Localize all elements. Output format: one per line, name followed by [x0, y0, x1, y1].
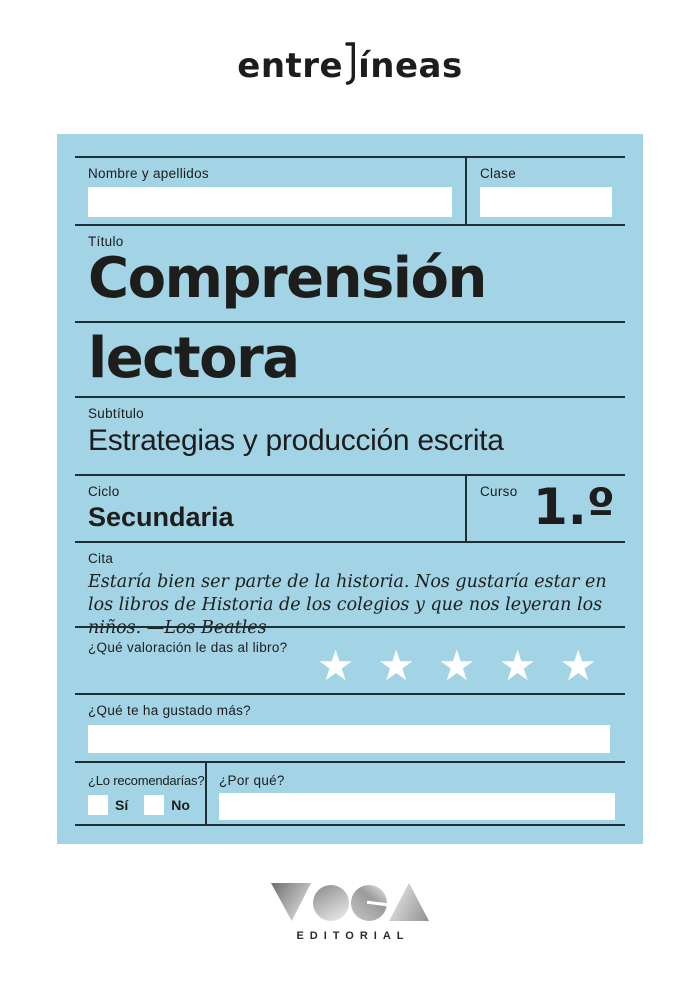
- voca-letter-c-icon: [351, 885, 387, 921]
- section-subtitle: Subtítulo Estrategias y producción escri…: [75, 396, 625, 474]
- voca-logo: [0, 881, 700, 921]
- recommend-field-group: ¿Lo recomendarías? Sí No: [75, 763, 205, 824]
- publisher-logo-text-pre: entre: [237, 46, 344, 86]
- course-value: 1.º: [533, 478, 615, 536]
- subtitle-label: Subtítulo: [88, 406, 144, 421]
- voca-letter-o-icon: [313, 885, 349, 921]
- cover-card: Nombre y apellidos Clase Título Comprens…: [57, 134, 643, 844]
- course-label: Curso: [480, 484, 518, 499]
- star-icon-2[interactable]: ★: [377, 640, 416, 690]
- voca-letter-a-icon: [389, 883, 429, 921]
- section-liked: ¿Qué te ha gustado más?: [75, 693, 625, 761]
- class-input[interactable]: [480, 187, 612, 217]
- star-icon-3[interactable]: ★: [438, 640, 476, 690]
- cycle-field-group: Ciclo Secundaria: [75, 476, 465, 541]
- cover-card-inner: Nombre y apellidos Clase Título Comprens…: [75, 134, 625, 826]
- book-title-line2: lectora: [88, 326, 300, 391]
- star-rating: ★ ★ ★ ★ ★: [317, 638, 597, 693]
- name-field-group: Nombre y apellidos: [75, 158, 465, 224]
- liked-input[interactable]: [88, 725, 610, 753]
- recommend-options: Sí No: [88, 795, 205, 815]
- rating-label: ¿Qué valoración le das al libro?: [88, 640, 288, 655]
- editorial-label: EDITORIAL: [296, 930, 410, 942]
- stylized-l-icon: [345, 42, 356, 85]
- class-field-group: Clase: [465, 158, 625, 224]
- liked-label: ¿Qué te ha gustado más?: [88, 703, 251, 718]
- quote-attribution: —Los Beatles: [141, 618, 267, 639]
- star-icon-1[interactable]: ★: [316, 640, 355, 690]
- section-quote: Cita Estaría bien ser parte de la histor…: [75, 541, 625, 638]
- cycle-label: Ciclo: [88, 484, 120, 499]
- title-label: Título: [88, 234, 124, 249]
- name-label: Nombre y apellidos: [88, 166, 209, 181]
- why-input[interactable]: [219, 793, 615, 820]
- star-icon-5[interactable]: ★: [559, 640, 597, 690]
- recommend-no-checkbox[interactable]: [144, 795, 165, 815]
- section-rating: ¿Qué valoración le das al libro? ★ ★ ★ ★…: [75, 626, 625, 693]
- cycle-value: Secundaria: [88, 502, 234, 532]
- recommend-no-label: No: [171, 797, 190, 813]
- star-icon-4[interactable]: ★: [498, 640, 537, 690]
- section-name-class: Nombre y apellidos Clase: [75, 156, 625, 224]
- publisher-footer: EDITORIAL: [0, 881, 700, 942]
- why-field-group: ¿Por qué?: [205, 763, 625, 824]
- publisher-logo-text-post: íneas: [358, 46, 463, 86]
- section-title-line2: lectora: [75, 321, 625, 396]
- why-label: ¿Por qué?: [219, 773, 285, 788]
- quote-label: Cita: [88, 551, 114, 566]
- voca-letter-v-icon: [271, 883, 311, 921]
- recommend-yes-checkbox[interactable]: [88, 795, 108, 815]
- section-title: Título Comprensión: [75, 224, 625, 321]
- course-field-group: Curso 1.º: [465, 476, 625, 541]
- quote-text: Estaría bien ser parte de la historia. N…: [75, 566, 620, 640]
- class-label: Clase: [480, 166, 517, 181]
- section-recommend: ¿Lo recomendarías? Sí No ¿Por qué?: [75, 761, 625, 826]
- book-title-line1: Comprensión: [88, 246, 487, 311]
- name-input[interactable]: [88, 187, 452, 217]
- book-subtitle: Estrategias y producción escrita: [88, 424, 504, 457]
- recommend-yes-label: Sí: [115, 797, 129, 813]
- quote-body: Estaría bien ser parte de la historia. N…: [88, 572, 607, 639]
- section-cycle-course: Ciclo Secundaria Curso 1.º: [75, 474, 625, 541]
- publisher-logo: entre íneas: [0, 0, 700, 86]
- recommend-label: ¿Lo recomendarías?: [88, 773, 205, 788]
